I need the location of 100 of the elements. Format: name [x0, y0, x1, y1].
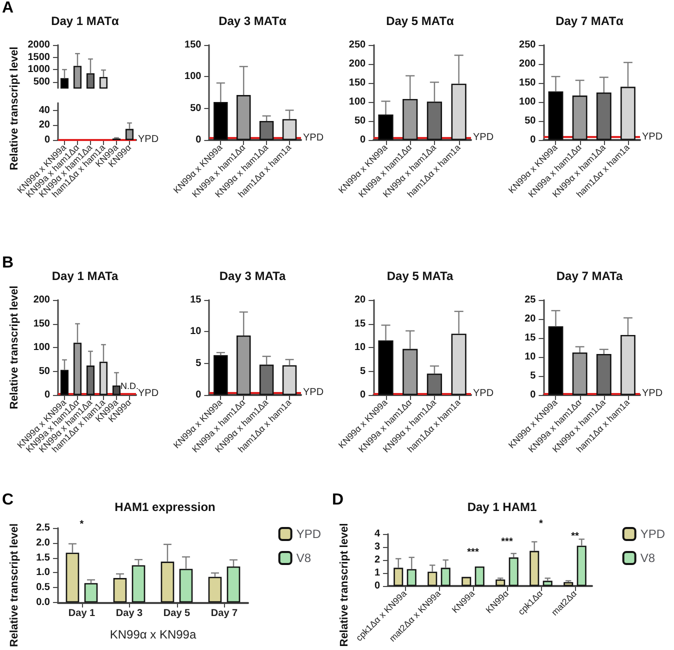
bar: [113, 578, 127, 602]
bar: [282, 119, 297, 140]
bar: [208, 576, 222, 602]
y-tick-label: 0: [196, 134, 202, 146]
legend-label: YPD: [640, 527, 666, 541]
bar: [576, 546, 586, 586]
y-tick-label: 0.0: [36, 596, 50, 608]
y-tick-label: 0: [360, 134, 366, 146]
chart-title: Day 7 MATa: [556, 269, 623, 283]
ref-line-label: YPD: [138, 134, 159, 145]
y-tick-label: 0: [196, 390, 202, 400]
text: A: [2, 0, 14, 16]
bar: [508, 557, 518, 586]
y-tick-label: 5: [360, 366, 366, 377]
annotation: *: [80, 518, 84, 530]
y-tick-label: 0: [360, 390, 366, 400]
bar: [394, 568, 404, 586]
legend-label: YPD: [296, 527, 322, 541]
chart-title: Day 1 HAM1: [467, 500, 538, 514]
bar: [236, 95, 251, 140]
y-tick-label: 50: [524, 116, 536, 126]
ref-line-label: YPD: [473, 388, 494, 400]
bar: [402, 98, 418, 140]
y-tick-label: 20: [354, 294, 366, 306]
y-tick-label: 20: [38, 120, 50, 131]
text: B: [2, 254, 14, 272]
y-tick-label: 25: [524, 294, 536, 306]
bar: [451, 334, 466, 395]
bar: [542, 580, 552, 586]
y-tick-label: 1500: [28, 52, 50, 63]
y-tick-label: 5: [196, 358, 202, 369]
ref-line-label: YPD: [642, 388, 663, 399]
bar: [428, 572, 438, 586]
chart-title: Day 1 MATa: [52, 269, 118, 283]
bar: [496, 580, 506, 586]
y-tick-label: 2000: [28, 40, 50, 50]
bar: [572, 352, 588, 395]
y-tick-label: 50: [38, 366, 50, 377]
y-tick-label: 0: [530, 390, 536, 400]
bar: [564, 582, 574, 586]
bar: [214, 355, 228, 395]
y-tick-label: 250: [348, 40, 366, 50]
y-tick-label: 10: [524, 352, 536, 362]
bar: [474, 566, 484, 586]
x-tick-label: Day 7: [210, 608, 238, 619]
ref-line-label: YPD: [303, 386, 324, 398]
y-axis-title: Relative transcript level: [338, 523, 350, 647]
bar: [214, 102, 228, 140]
y-tick-label: 10: [354, 342, 366, 353]
legend-label: V8: [640, 551, 656, 565]
y-tick-label: 100: [519, 96, 536, 108]
chart-title: Day 1 MATα: [51, 14, 120, 28]
y-tick-label: 100: [33, 342, 50, 353]
y-tick-label: 15: [354, 318, 366, 330]
text: D: [332, 492, 344, 508]
bar: [406, 569, 416, 586]
y-tick-label: 100: [184, 71, 202, 82]
y-axis-title: Relative transcript level: [8, 523, 20, 648]
legend-label: V8: [296, 551, 312, 565]
y-axis-title: Relative transcript level: [8, 46, 20, 170]
y-tick-label: 2: [374, 554, 380, 566]
y-tick-label: 10: [190, 326, 202, 338]
text: C: [2, 492, 14, 508]
chart-title: HAM1 expression: [114, 500, 216, 514]
y-tick-label: 2.0: [36, 537, 50, 548]
chart-title: Day 5 MATα: [386, 14, 455, 28]
y-tick-label: 150: [33, 318, 50, 330]
y-tick-label: 1.0: [36, 567, 50, 578]
bar: [440, 568, 450, 586]
y-tick-label: 500: [33, 76, 50, 88]
y-tick-label: 150: [184, 40, 202, 50]
chart-title: Day 3 MATa: [219, 269, 286, 283]
chart-title: Day 7 MATα: [556, 14, 624, 28]
annotation: **: [571, 530, 579, 542]
bar: [378, 114, 394, 140]
y-tick-label: 0.5: [36, 582, 50, 594]
y-tick-label: 3: [374, 542, 380, 552]
bar: [620, 334, 636, 395]
y-tick-label: 1: [374, 568, 380, 578]
bar: [282, 365, 297, 395]
chart-title: Day 5 MATa: [386, 269, 454, 283]
bar: [378, 340, 394, 395]
ref-line-label: YPD: [303, 132, 324, 144]
annotation: ***: [467, 546, 479, 558]
y-tick-label: 5: [530, 370, 536, 382]
y-tick-label: 150: [348, 78, 366, 88]
bar: [462, 576, 472, 586]
bar: [548, 326, 564, 395]
y-tick-label: 200: [519, 58, 536, 70]
bar: [236, 335, 251, 395]
y-tick-label: 0: [374, 580, 380, 592]
ref-line-label: YPD: [473, 132, 494, 144]
y-tick-label: 0: [44, 390, 50, 400]
x-tick-label: Day 1: [68, 608, 96, 619]
y-tick-label: 50: [354, 116, 366, 126]
bar: [60, 370, 69, 395]
bar: [226, 566, 240, 602]
bar: [84, 583, 98, 602]
y-tick-label: 250: [519, 40, 536, 50]
y-tick-label: 1.5: [36, 552, 50, 564]
